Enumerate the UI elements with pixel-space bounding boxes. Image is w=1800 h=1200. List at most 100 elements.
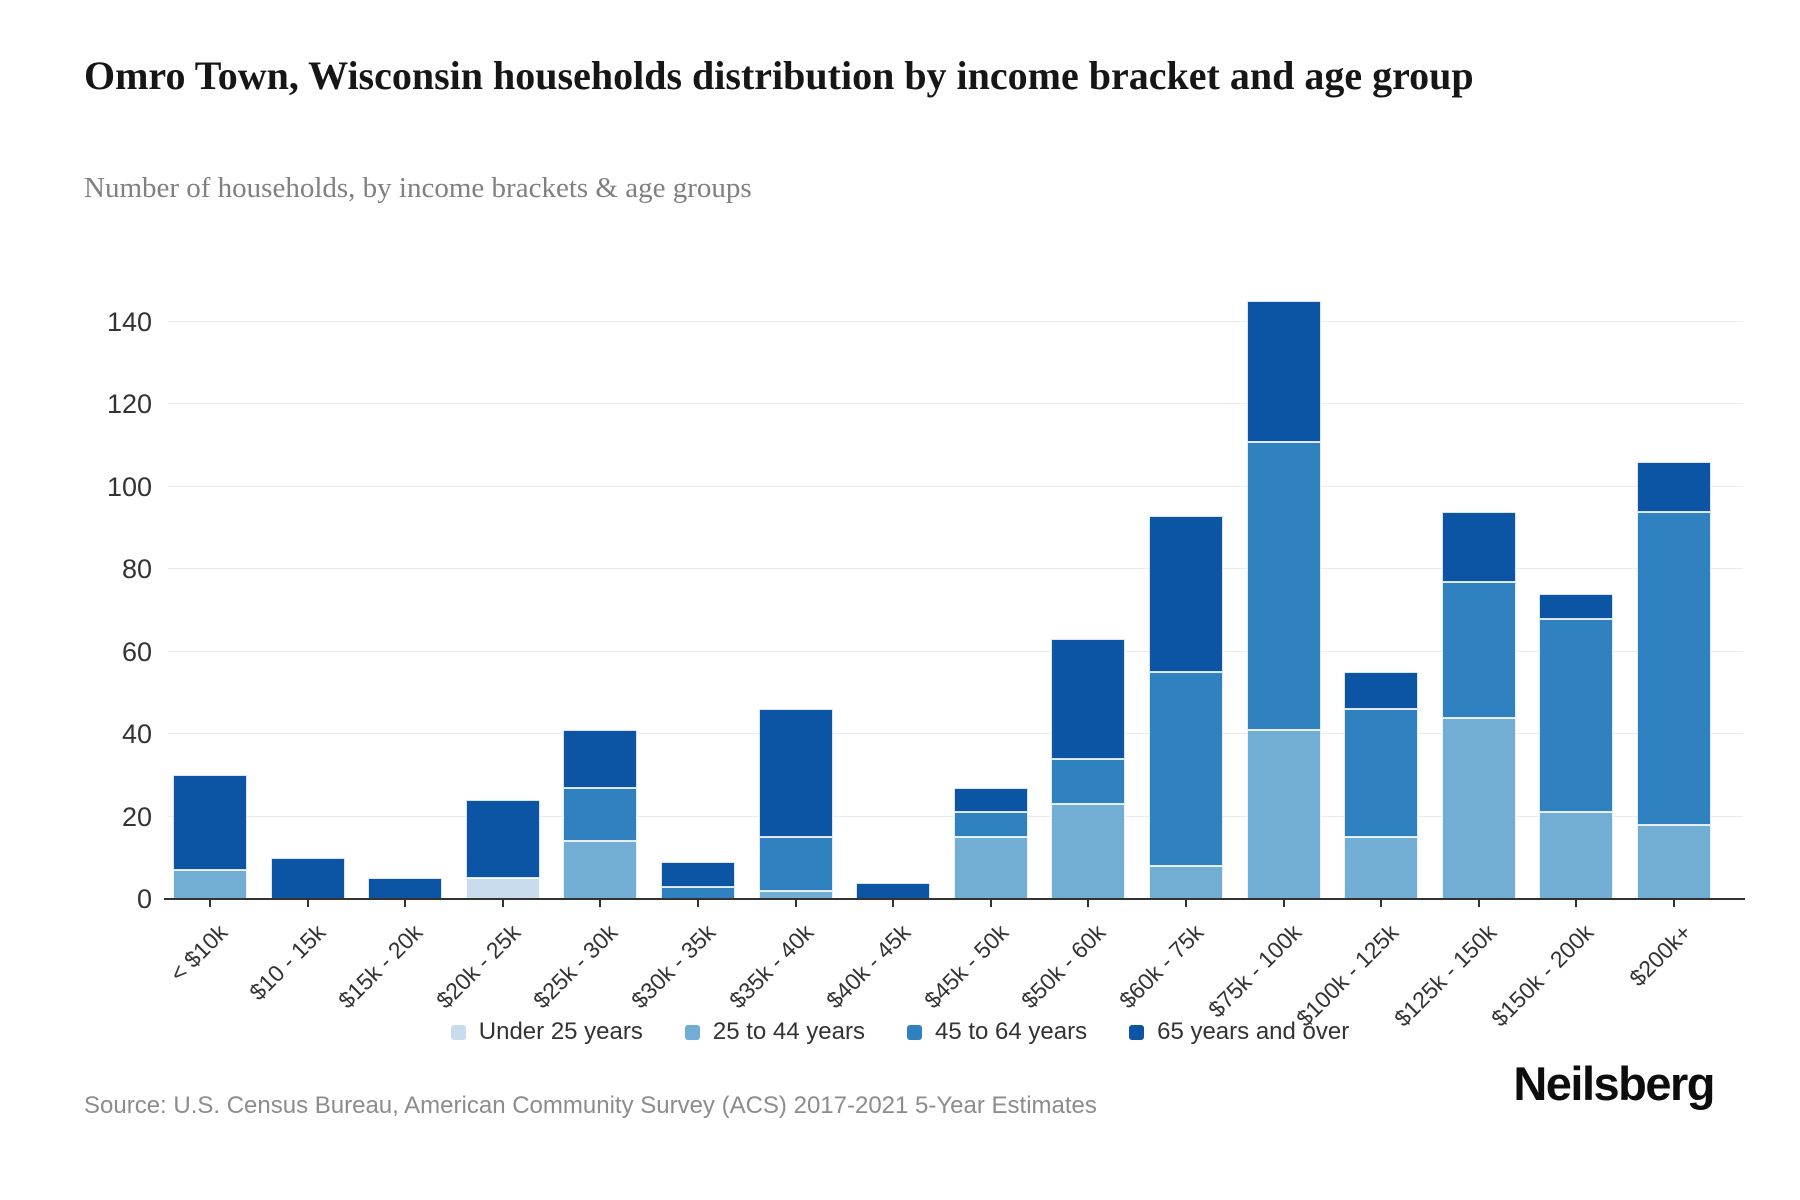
x-axis-tick [1575, 900, 1578, 907]
gridline [168, 485, 1743, 487]
y-tick-label: 140 [106, 307, 152, 338]
legend-item-65-years-and-over[interactable]: 65 years and over [1129, 1018, 1349, 1046]
bar-segment-65-years-and-over[interactable] [1441, 511, 1516, 582]
x-axis-line [164, 898, 1745, 900]
bar-segment-65-years-and-over[interactable] [1637, 462, 1711, 512]
y-tick-label: 0 [136, 884, 152, 914]
bar-segment-45-to-64-years[interactable] [1441, 581, 1516, 718]
y-axis-labels: 0 20 40 60 80 100 120 140 [60, 255, 152, 914]
x-axis-tick [697, 900, 699, 907]
brand-logo: Neilsberg [1513, 1057, 1715, 1110]
bar--15k-20k [368, 878, 443, 899]
legend-swatch [450, 1024, 466, 1040]
bar--100k-125k [1344, 672, 1419, 899]
bar-segment-45-to-64-years[interactable] [1051, 758, 1126, 805]
x-axis-tick [404, 900, 407, 907]
bar-segment-25-to-44-years[interactable] [1051, 804, 1126, 899]
bar-segment-25-to-44-years[interactable] [173, 870, 247, 899]
bar-segment-65-years-and-over[interactable] [1539, 594, 1614, 619]
legend-swatch [1129, 1024, 1145, 1040]
legend-swatch [906, 1024, 922, 1040]
bar-segment-65-years-and-over[interactable] [1246, 301, 1321, 442]
bar-segment-25-to-44-years[interactable] [1441, 717, 1516, 899]
source-text: Source: U.S. Census Bureau, American Com… [84, 1092, 1097, 1119]
bar--50k-60k [1051, 639, 1126, 899]
x-tick-label: $35k - 40k [723, 919, 818, 1014]
bar--10-15k [270, 857, 345, 899]
bar-segment-45-to-64-years[interactable] [953, 812, 1028, 838]
bar-segment-45-to-64-years[interactable] [563, 787, 638, 842]
x-axis-tick [1477, 900, 1480, 907]
bar--125k-150k [1441, 511, 1516, 899]
bar-segment-65-years-and-over[interactable] [758, 709, 833, 838]
bar-segment-45-to-64-years[interactable] [1539, 618, 1614, 813]
x-tick-label: $20k - 25k [430, 919, 526, 1014]
y-tick-label: 20 [121, 801, 152, 832]
bar-segment-45-to-64-years[interactable] [1246, 441, 1321, 731]
bar--20k-25k [465, 800, 540, 899]
bar-segment-45-to-64-years[interactable] [758, 837, 833, 891]
bar-segment-65-years-and-over[interactable] [173, 775, 247, 871]
chart-title: Omro Town, Wisconsin households distribu… [84, 53, 1474, 98]
bar-segment-45-to-64-years[interactable] [1637, 511, 1711, 825]
bar-segment-25-to-44-years[interactable] [1149, 866, 1223, 899]
gridline [168, 650, 1743, 652]
legend-label: Under 25 years [478, 1018, 643, 1045]
gridline [168, 403, 1743, 405]
y-tick-label: 80 [121, 554, 152, 585]
x-tick-label: < $10k [164, 919, 233, 987]
bar-segment-65-years-and-over[interactable] [465, 800, 540, 879]
gridline [168, 733, 1743, 735]
x-axis-tick [1282, 900, 1285, 907]
bar--150k-200k [1539, 594, 1614, 899]
y-tick-label: 100 [106, 471, 152, 502]
bar--45k-50k [953, 787, 1028, 899]
bar-segment-65-years-and-over[interactable] [1344, 672, 1419, 710]
legend-label: 45 to 64 years [934, 1018, 1088, 1045]
gridline [168, 321, 1743, 323]
bar--35k-40k [758, 709, 833, 899]
bar--75k-100k [1246, 301, 1321, 899]
bar-segment-65-years-and-over[interactable] [563, 730, 638, 788]
bar-segment-65-years-and-over[interactable] [953, 787, 1028, 813]
x-tick-label: $40k - 45k [821, 919, 916, 1014]
bar-segment-65-years-and-over[interactable] [368, 878, 443, 899]
bar-segment-25-to-44-years[interactable] [1637, 824, 1711, 899]
x-tick-label: $50k - 60k [1016, 919, 1111, 1014]
x-tick-label: $45k - 50k [918, 919, 1014, 1014]
x-tick-label: $75k - 100k [1202, 919, 1306, 1023]
bar-segment-25-to-44-years[interactable] [953, 837, 1028, 899]
bar-segment-65-years-and-over[interactable] [1149, 515, 1223, 673]
chart-legend: Under 25 years 25 to 44 years 45 to 64 yea… [0, 1018, 1800, 1046]
y-tick-label: 40 [121, 719, 152, 750]
bar-segment-45-to-64-years[interactable] [1344, 709, 1419, 838]
bar-segment-65-years-and-over[interactable] [1051, 639, 1126, 759]
bar-segment-25-to-44-years[interactable] [1344, 837, 1419, 899]
y-tick-label: 120 [106, 389, 152, 420]
x-axis-tick [892, 900, 895, 907]
bar-segment-65-years-and-over[interactable] [270, 857, 345, 899]
legend-item-45-to-64-years[interactable]: 45 to 64 years [906, 1018, 1088, 1046]
legend-item-under-25-years[interactable]: Under 25 years [450, 1018, 643, 1046]
bar-segment-65-years-and-over[interactable] [661, 861, 735, 887]
bar-segment-25-to-44-years[interactable] [563, 841, 638, 899]
x-axis-tick [989, 900, 992, 907]
bar-segment-45-to-64-years[interactable] [1149, 672, 1223, 867]
bar--10k [173, 775, 247, 899]
x-axis-tick [1087, 900, 1090, 907]
legend-item-25-to-44-years[interactable]: 25 to 44 years [684, 1018, 865, 1046]
bar-segment-65-years-and-over[interactable] [856, 882, 931, 899]
x-axis-tick [1185, 900, 1187, 907]
bar-segment-25-to-44-years[interactable] [1539, 812, 1614, 899]
x-tick-label: $15k - 20k [333, 919, 428, 1014]
legend-label: 65 years and over [1157, 1018, 1350, 1045]
bar--200k- [1637, 462, 1711, 899]
bar-segment-under-25-years[interactable] [465, 878, 540, 899]
legend-swatch [684, 1024, 700, 1040]
x-axis-tick [1673, 900, 1675, 907]
x-axis-tick [599, 900, 602, 907]
bar-segment-25-to-44-years[interactable] [1246, 730, 1321, 899]
bar--40k-45k [856, 882, 931, 899]
x-tick-label: $10 - 15k [243, 919, 330, 1006]
bar--30k-35k [661, 861, 735, 899]
